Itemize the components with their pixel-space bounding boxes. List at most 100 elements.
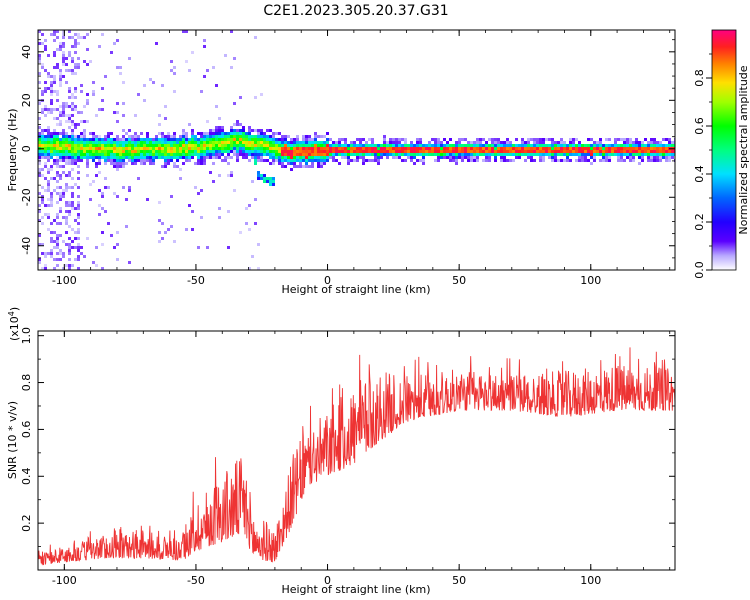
spectrogram-cell bbox=[128, 156, 131, 159]
spectrogram-cell bbox=[215, 126, 218, 129]
spectrogram-cell bbox=[74, 207, 77, 210]
spectrogram-cell bbox=[275, 156, 278, 159]
spectrogram-cell bbox=[38, 117, 41, 120]
spectrogram-cell bbox=[398, 156, 401, 159]
spectrogram-cell bbox=[68, 252, 71, 255]
spectrogram-cell bbox=[101, 153, 104, 156]
spectrogram-cell bbox=[461, 138, 464, 141]
spectrogram-cell bbox=[626, 150, 629, 153]
spectrogram-cell bbox=[284, 144, 287, 147]
spectrogram-cell bbox=[77, 141, 80, 144]
spectrogram-cell bbox=[191, 144, 194, 147]
spectrogram-cell bbox=[254, 222, 257, 225]
spectrogram-cell bbox=[248, 267, 251, 270]
spectrogram-cell bbox=[140, 144, 143, 147]
spectrogram-cell bbox=[290, 156, 293, 159]
spectrogram-cell bbox=[152, 153, 155, 156]
spectrogram-cell bbox=[575, 153, 578, 156]
spectrogram-cell bbox=[314, 141, 317, 144]
spectrogram-cell bbox=[44, 138, 47, 141]
spectrogram-cell bbox=[257, 177, 260, 180]
spectrogram-cell bbox=[74, 108, 77, 111]
spectrogram-cell bbox=[299, 159, 302, 162]
spectrogram-cell bbox=[638, 162, 641, 165]
spectrogram-cell bbox=[545, 153, 548, 156]
x-tick-label: 0 bbox=[324, 274, 331, 287]
spectrogram-cell bbox=[257, 156, 260, 159]
spectrogram-cell bbox=[515, 153, 518, 156]
spectrogram-cell bbox=[431, 153, 434, 156]
spectrogram-cell bbox=[197, 144, 200, 147]
spectrogram-cell bbox=[590, 150, 593, 153]
spectrogram-cell bbox=[242, 153, 245, 156]
spectrogram-cell bbox=[41, 135, 44, 138]
spectrogram-cell bbox=[113, 165, 116, 168]
spectrogram-cell bbox=[539, 147, 542, 150]
spectrogram-cell bbox=[155, 153, 158, 156]
spectrogram-cell bbox=[44, 141, 47, 144]
spectrogram-cell bbox=[641, 147, 644, 150]
spectrogram-cell bbox=[662, 156, 665, 159]
spectrogram-cell bbox=[263, 135, 266, 138]
spectrogram-cell bbox=[344, 141, 347, 144]
spectrogram-cell bbox=[173, 147, 176, 150]
spectrogram-cell bbox=[185, 141, 188, 144]
spectrogram-cell bbox=[221, 150, 224, 153]
spectrogram-cell bbox=[212, 162, 215, 165]
spectrogram-cell bbox=[209, 129, 212, 132]
spectrogram-cell bbox=[74, 96, 77, 99]
spectrogram-cell bbox=[569, 159, 572, 162]
spectrogram-cell bbox=[179, 168, 182, 171]
spectrogram-cell bbox=[158, 114, 161, 117]
spectrogram-cell bbox=[227, 135, 230, 138]
spectrogram-cell bbox=[50, 138, 53, 141]
spectrogram-cell bbox=[362, 156, 365, 159]
spectrogram-cell bbox=[104, 210, 107, 213]
spectrogram-cell bbox=[65, 120, 68, 123]
spectrogram-cell bbox=[623, 141, 626, 144]
spectrogram-cell bbox=[128, 186, 131, 189]
spectrogram-cell bbox=[212, 153, 215, 156]
spectrogram-cell bbox=[635, 138, 638, 141]
spectrogram-cell bbox=[56, 153, 59, 156]
spectrogram-cell bbox=[116, 162, 119, 165]
spectrogram-cell bbox=[149, 153, 152, 156]
spectrogram-cell bbox=[530, 147, 533, 150]
spectrogram-cell bbox=[113, 150, 116, 153]
spectrogram-cell bbox=[191, 132, 194, 135]
spectrogram-cell bbox=[476, 156, 479, 159]
spectrogram-cell bbox=[305, 153, 308, 156]
spectrogram-cell bbox=[71, 192, 74, 195]
spectrogram-cell bbox=[122, 162, 125, 165]
spectrogram-cell bbox=[68, 96, 71, 99]
spectrogram-cell bbox=[542, 153, 545, 156]
spectrogram-cell bbox=[191, 153, 194, 156]
spectrogram-cell bbox=[440, 150, 443, 153]
spectrogram-cell bbox=[650, 141, 653, 144]
spectrogram-cell bbox=[53, 177, 56, 180]
spectrogram-cell bbox=[260, 144, 263, 147]
spectrogram-cell bbox=[47, 126, 50, 129]
spectrogram-cell bbox=[416, 147, 419, 150]
spectrogram-cell bbox=[62, 189, 65, 192]
spectrogram-cell bbox=[362, 162, 365, 165]
spectrogram-cell bbox=[119, 165, 122, 168]
spectrogram-cell bbox=[218, 144, 221, 147]
spectrogram-cell bbox=[62, 105, 65, 108]
spectrogram-cell bbox=[62, 216, 65, 219]
spectrogram-cell bbox=[77, 204, 80, 207]
spectrogram-cell bbox=[47, 54, 50, 57]
spectrogram-cell bbox=[128, 141, 131, 144]
spectrogram-cell bbox=[341, 144, 344, 147]
spectrogram-cell bbox=[389, 138, 392, 141]
spectrogram-cell bbox=[110, 141, 113, 144]
spectrogram-cell bbox=[326, 138, 329, 141]
spectrogram-cell bbox=[572, 150, 575, 153]
spectrogram-cell bbox=[542, 138, 545, 141]
spectrogram-xlabel: Height of straight line (km) bbox=[281, 283, 430, 296]
spectrogram-cell bbox=[71, 195, 74, 198]
spectrogram-cell bbox=[422, 150, 425, 153]
spectrogram-cell bbox=[74, 123, 77, 126]
spectrogram-cell bbox=[83, 105, 86, 108]
spectrogram-cell bbox=[38, 162, 41, 165]
